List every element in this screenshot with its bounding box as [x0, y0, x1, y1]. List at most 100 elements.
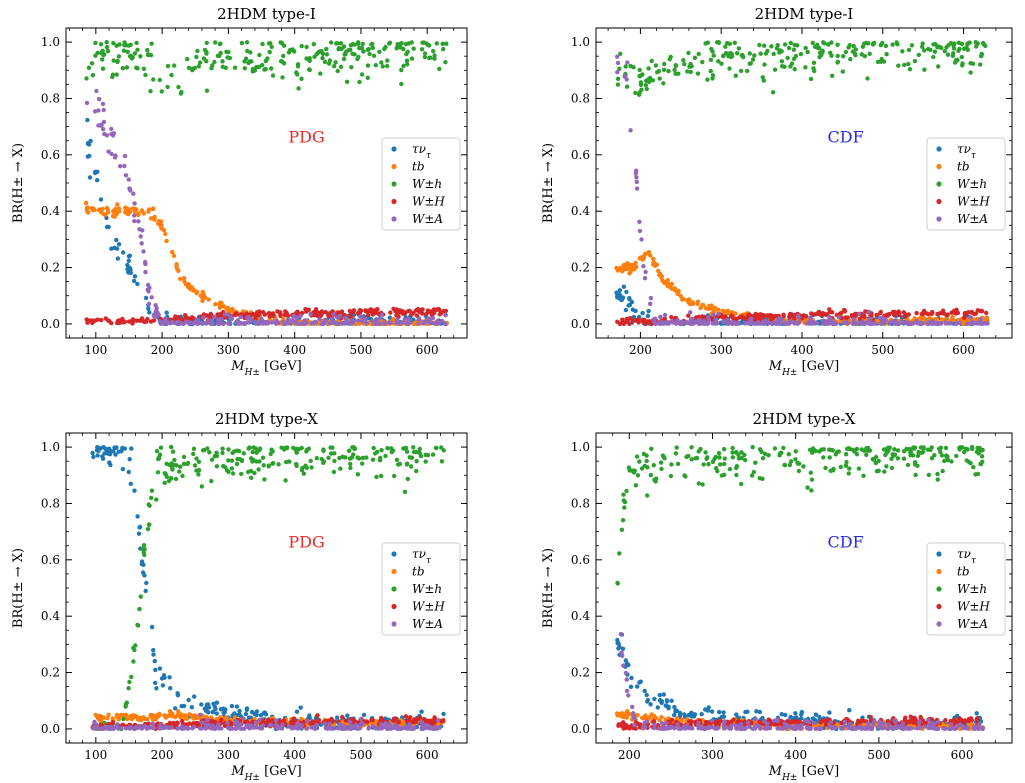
data-point	[786, 452, 791, 457]
data-point	[117, 209, 122, 214]
data-point	[100, 66, 106, 71]
data-point	[261, 463, 266, 468]
data-point	[443, 60, 448, 65]
data-point	[852, 449, 857, 454]
data-point	[364, 455, 369, 460]
data-point	[430, 452, 436, 457]
data-point	[688, 310, 693, 315]
data-point	[615, 69, 620, 75]
data-point	[686, 719, 692, 724]
data-point	[191, 446, 197, 451]
data-point	[147, 310, 152, 315]
data-point	[432, 53, 437, 58]
data-point	[678, 710, 683, 716]
data-point	[701, 303, 706, 308]
data-point	[699, 712, 704, 717]
data-point	[815, 45, 820, 50]
data-point	[185, 726, 190, 731]
legend-box	[381, 542, 461, 636]
data-point	[366, 47, 371, 52]
data-point	[263, 58, 268, 64]
data-point	[218, 41, 223, 46]
data-point	[135, 623, 141, 628]
data-point	[99, 714, 104, 719]
data-point	[615, 295, 620, 300]
data-point	[861, 448, 867, 453]
data-point	[215, 53, 221, 58]
data-point	[895, 448, 901, 453]
data-point	[394, 45, 400, 50]
data-point	[734, 464, 740, 469]
data-point	[370, 45, 375, 51]
data-point	[640, 715, 645, 720]
data-point	[869, 313, 874, 318]
data-point	[291, 313, 296, 319]
data-point	[168, 686, 173, 691]
data-point	[183, 716, 188, 721]
data-point	[319, 49, 324, 54]
y-tick-label: 0.4	[571, 204, 590, 218]
data-point	[949, 317, 954, 322]
data-point	[617, 288, 623, 293]
data-point	[356, 318, 361, 323]
data-point	[637, 459, 642, 464]
data-point	[713, 454, 718, 460]
data-point	[734, 712, 739, 717]
data-point	[324, 52, 330, 57]
data-point	[220, 64, 225, 70]
data-point	[212, 719, 217, 725]
data-point	[709, 709, 715, 714]
data-point	[404, 449, 410, 454]
data-point	[397, 310, 402, 315]
series-WA	[91, 712, 442, 732]
data-point	[644, 86, 649, 92]
data-point	[785, 718, 790, 724]
data-point	[332, 451, 337, 456]
data-point	[859, 52, 864, 57]
data-point	[291, 445, 296, 451]
legend-label: W±H	[412, 600, 445, 614]
data-point	[186, 697, 191, 703]
data-point	[805, 49, 810, 55]
data-point	[416, 321, 421, 326]
data-point	[822, 321, 828, 326]
y-tick-label: 0.8	[571, 91, 590, 105]
data-point	[136, 219, 141, 224]
data-point	[136, 531, 142, 536]
data-point	[104, 40, 109, 45]
data-point	[109, 246, 114, 251]
data-point	[168, 475, 174, 481]
data-point	[424, 318, 430, 323]
data-point	[747, 321, 752, 326]
data-point	[672, 286, 678, 291]
data-point	[135, 281, 140, 287]
data-point	[645, 493, 650, 498]
data-point	[712, 306, 718, 311]
data-point	[212, 454, 217, 459]
data-point	[170, 467, 175, 472]
data-point	[857, 311, 862, 316]
data-point	[90, 73, 96, 78]
data-point	[132, 213, 137, 218]
data-point	[146, 721, 151, 726]
data-point	[299, 76, 304, 82]
data-point	[327, 321, 333, 326]
data-point	[664, 320, 669, 326]
data-point	[104, 205, 110, 211]
data-point	[809, 477, 815, 482]
data-point	[742, 452, 747, 458]
data-point	[426, 310, 431, 315]
data-point	[659, 320, 665, 325]
legend-label: tb	[412, 160, 425, 174]
legend-marker	[391, 181, 397, 187]
data-point	[276, 462, 281, 467]
y-tick-label: 0.2	[41, 261, 60, 275]
data-point	[377, 49, 382, 54]
data-point	[796, 315, 802, 320]
data-point	[96, 448, 101, 454]
data-point	[378, 473, 384, 479]
data-point	[735, 51, 740, 56]
data-point	[279, 445, 284, 450]
